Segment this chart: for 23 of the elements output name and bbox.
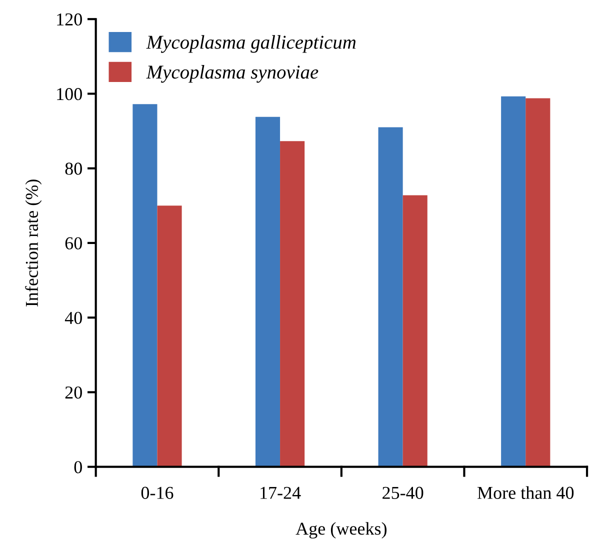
bar — [255, 116, 280, 467]
x-axis-title: Age (weeks) — [296, 522, 387, 539]
y-axis-title: Infection rate (%) — [25, 180, 42, 306]
legend-label: Mycoplasma gallicepticum — [146, 35, 356, 53]
y-tick-label: 20 — [65, 386, 82, 399]
bar — [280, 141, 305, 467]
x-tick-label: 25-40 — [382, 486, 424, 499]
bar — [526, 98, 550, 467]
x-tick-label: More than 40 — [478, 486, 574, 499]
y-tick-label: 80 — [65, 162, 82, 175]
y-tick-label: 60 — [65, 237, 82, 250]
y-tick-label: 40 — [64, 312, 82, 324]
bar — [501, 96, 526, 467]
bar — [157, 206, 182, 467]
y-tick-label: 120 — [57, 13, 82, 26]
x-tick-label: 17-24 — [260, 486, 301, 499]
bar — [378, 127, 403, 467]
legend-label: Mycoplasma synoviae — [146, 65, 318, 83]
y-tick-label: 0 — [74, 461, 82, 474]
x-tick-label: 0-16 — [141, 486, 174, 499]
y-tick-label: 100 — [57, 88, 82, 100]
bar — [132, 104, 158, 467]
bar — [402, 195, 428, 467]
